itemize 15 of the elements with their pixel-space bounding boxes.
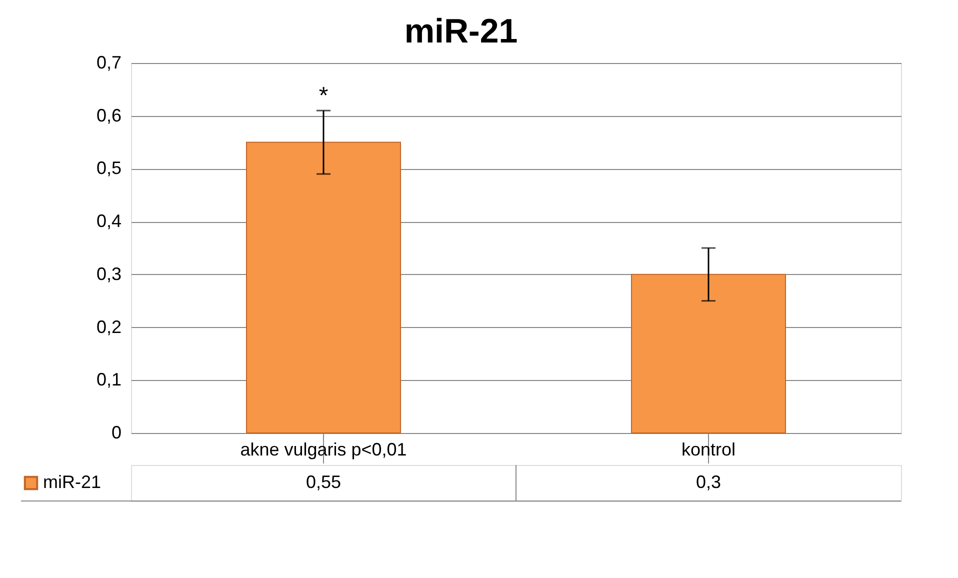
y-tick-label: 0,6 xyxy=(96,105,122,126)
y-tick-label: 0,3 xyxy=(96,264,122,284)
y-tick-label: 0,7 xyxy=(96,52,122,72)
y-tick-label: 0,1 xyxy=(96,370,122,390)
y-tick-label: 0,2 xyxy=(96,316,122,337)
legend-label: miR-21 xyxy=(43,472,102,492)
annotation: * xyxy=(318,82,328,110)
data-label: 0,3 xyxy=(696,472,722,492)
y-tick-label: 0,4 xyxy=(96,211,122,232)
y-tick-label: 0 xyxy=(111,422,122,442)
x-tick-label: kontrol xyxy=(681,440,736,460)
y-tick-label: 0,5 xyxy=(96,158,122,178)
data-label: 0,55 xyxy=(306,472,342,492)
x-tick-label: akne vulgaris p<0,01 xyxy=(240,440,407,460)
chart-title: miR-21 xyxy=(404,12,518,50)
